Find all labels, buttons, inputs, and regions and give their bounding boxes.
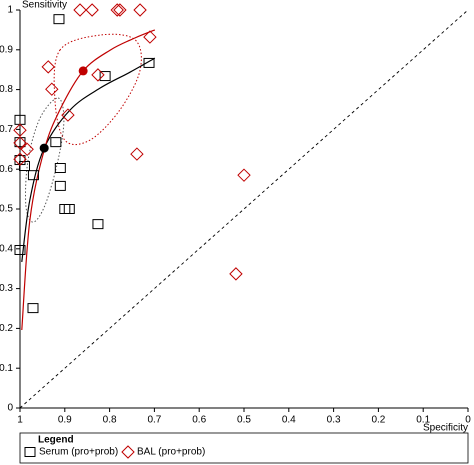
summary-point	[39, 143, 49, 153]
reference-line	[19, 9, 469, 409]
data-point	[113, 3, 127, 17]
data-point	[13, 123, 27, 137]
x-tick-label: 0.8	[103, 415, 117, 426]
x-tick-label: 0.5	[237, 415, 251, 426]
data-point	[143, 57, 155, 68]
data-point	[13, 152, 27, 166]
y-tick-label: 1	[7, 5, 13, 16]
y-tick-label: 0.2	[0, 323, 13, 334]
data-point	[50, 137, 62, 148]
data-point	[54, 163, 66, 174]
data-point	[130, 147, 144, 161]
confidence-region	[24, 97, 65, 223]
legend-marker	[24, 447, 36, 457]
legend-label: Serum (pro+prob)	[39, 447, 118, 458]
data-point	[133, 3, 147, 17]
data-point	[13, 136, 27, 150]
x-tick-label: 0.1	[416, 415, 430, 426]
summary-point	[78, 66, 88, 76]
x-tick-label: 0.6	[192, 415, 206, 426]
x-axis-label: Specificity	[423, 423, 468, 434]
data-point	[237, 168, 251, 182]
data-point	[14, 244, 26, 255]
x-tick-label: 0	[465, 415, 471, 426]
data-point	[61, 108, 75, 122]
data-point	[45, 82, 59, 96]
data-point	[53, 14, 65, 25]
data-point	[92, 219, 104, 230]
sroc-curve	[21, 29, 156, 331]
data-point	[91, 68, 105, 82]
legend-marker	[121, 445, 135, 459]
legend-label: BAL (pro+prob)	[137, 447, 205, 458]
data-point	[99, 71, 111, 82]
data-point	[229, 267, 243, 281]
y-tick-label: 0.9	[0, 44, 13, 55]
y-tick-label: 0.7	[0, 124, 13, 135]
data-point	[73, 3, 87, 17]
data-point	[110, 3, 124, 17]
y-tick-label: 0.5	[0, 204, 13, 215]
legend-box	[19, 432, 469, 464]
y-tick-label: 0.4	[0, 243, 13, 254]
legend-title: Legend	[38, 435, 74, 446]
x-tick-label: 0.9	[58, 415, 72, 426]
sroc-curve	[21, 57, 156, 263]
data-point	[27, 303, 39, 314]
data-point	[63, 204, 75, 214]
data-point	[27, 170, 39, 181]
data-point	[54, 180, 66, 191]
x-tick-label: 0.2	[371, 415, 385, 426]
x-tick-label: 0.7	[147, 415, 161, 426]
x-tick-label: 0.3	[327, 415, 341, 426]
x-tick-label: 1	[17, 415, 23, 426]
data-point	[59, 204, 71, 214]
x-tick-label: 0.4	[282, 415, 296, 426]
y-tick-label: 0.3	[0, 283, 13, 294]
data-point	[41, 60, 55, 74]
data-point	[18, 161, 30, 172]
y-tick-label: 0.1	[0, 363, 13, 374]
data-point	[143, 30, 157, 44]
y-tick-label: 0.8	[0, 84, 13, 95]
y-tick-label: 0	[7, 403, 13, 414]
data-point	[85, 3, 99, 17]
data-point	[20, 142, 34, 157]
y-axis-label: Sensitivity	[22, 0, 67, 11]
y-tick-label: 0.6	[0, 164, 13, 175]
